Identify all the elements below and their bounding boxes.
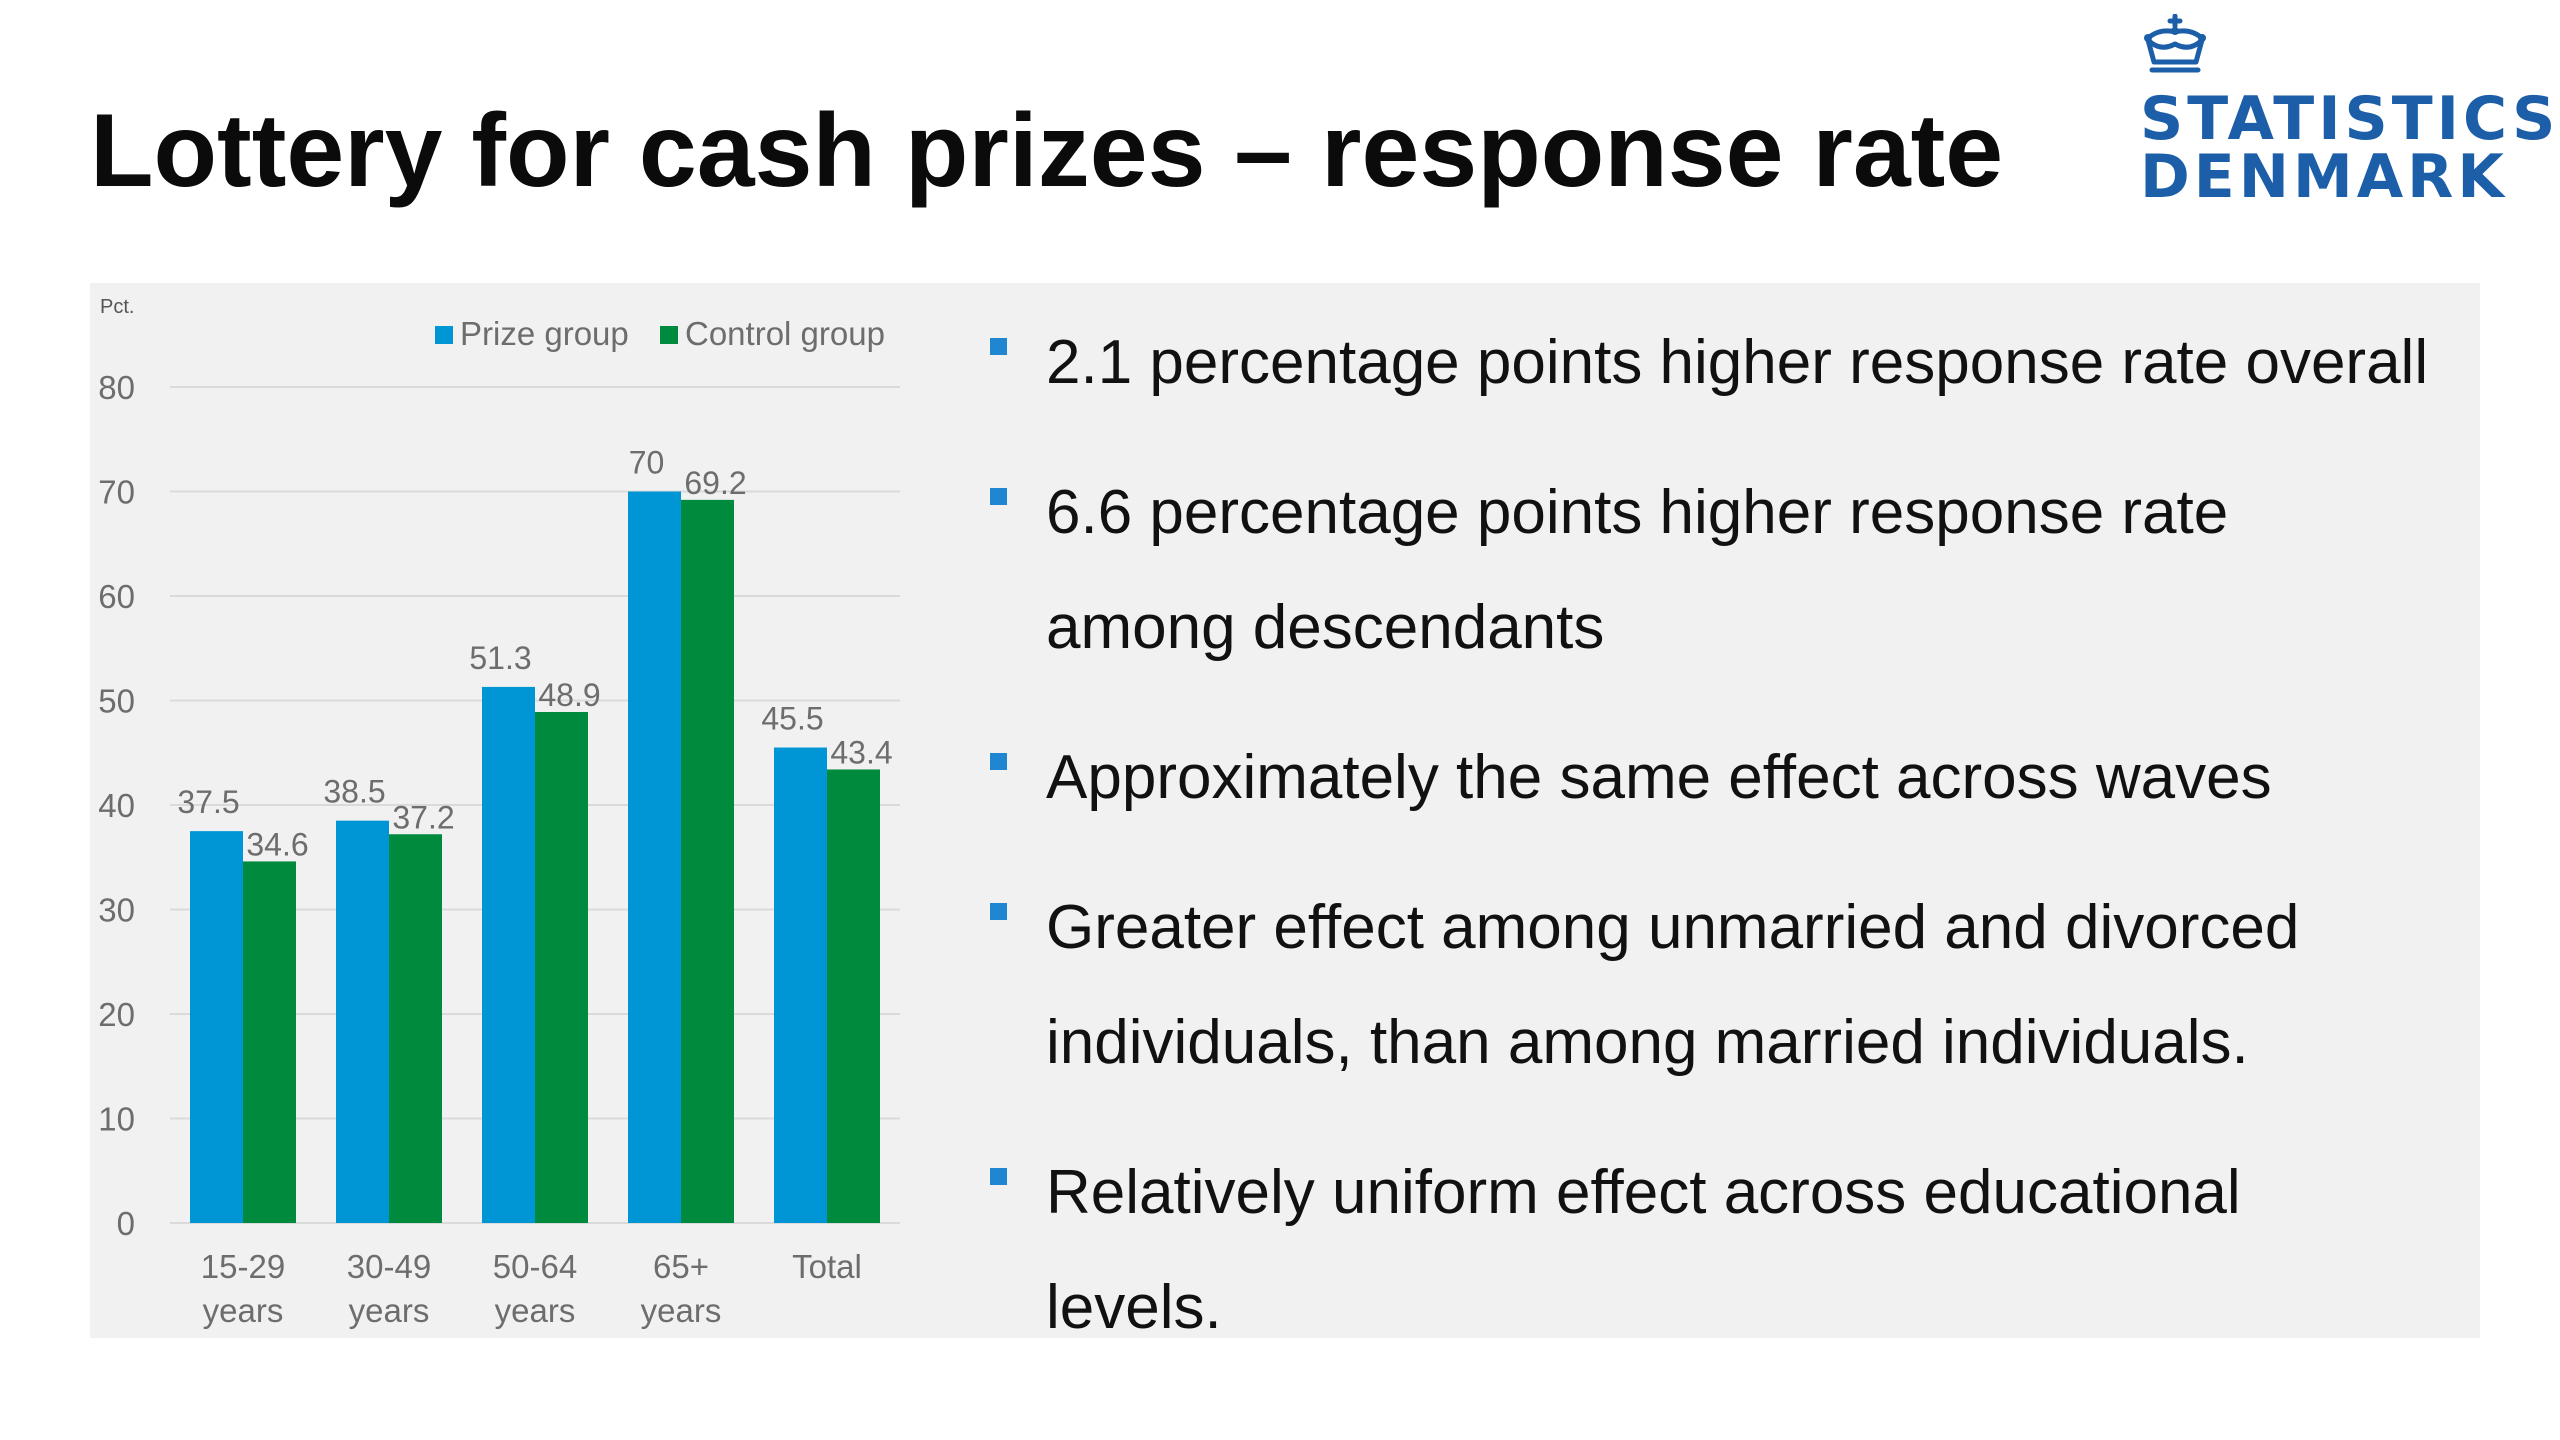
logo-line-1: STATISTICS — [2140, 84, 2560, 154]
y-tick-label: 20 — [98, 996, 135, 1033]
y-tick-label: 60 — [98, 578, 135, 615]
x-category-label: 50-64 — [493, 1248, 577, 1285]
bullet-text: Greater effect among unmarried and divor… — [1046, 893, 2300, 1077]
bullet-text: Approximately the same effect across wav… — [1046, 743, 2272, 812]
statistics-denmark-logo: STATISTICS DENMARK — [2130, 14, 2555, 214]
bullet-item: Greater effect among unmarried and divor… — [990, 870, 2480, 1100]
data-label: 45.5 — [761, 701, 823, 737]
data-label: 43.4 — [830, 734, 892, 770]
bar-prize — [774, 747, 827, 1223]
legend-label: Control group — [685, 315, 885, 352]
x-category-label: years — [495, 1292, 576, 1329]
crown-icon — [2144, 14, 2206, 73]
data-label: 48.9 — [538, 677, 600, 713]
x-category-label: years — [641, 1292, 722, 1329]
bullet-text: 2.1 percentage points higher response ra… — [1046, 328, 2429, 397]
bar-control — [389, 834, 442, 1223]
y-tick-label: 50 — [98, 683, 135, 720]
y-tick-label: 80 — [98, 369, 135, 406]
bullet-item: 2.1 percentage points higher response ra… — [990, 305, 2480, 420]
x-category-label: years — [203, 1292, 284, 1329]
bar-prize — [190, 831, 243, 1223]
data-label: 69.2 — [684, 465, 746, 501]
response-rate-chart: 0 10 20 30 40 50 60 70 80 Pct. 37.5 38.5 51.3 70 45.5 3… — [98, 296, 900, 1329]
legend-label: Prize group — [460, 315, 629, 352]
data-label: 37.5 — [177, 784, 239, 820]
y-tick-label: 40 — [98, 787, 135, 824]
y-tick-label: 70 — [98, 474, 135, 511]
logo-line-2: DENMARK — [2140, 142, 2508, 212]
x-category-label: Total — [792, 1248, 862, 1285]
y-tick-label: 30 — [98, 892, 135, 929]
x-category-label: 15-29 — [201, 1248, 285, 1285]
bar-prize — [628, 491, 681, 1223]
bar-control — [243, 861, 296, 1223]
bullet-text: Relatively uniform effect across educati… — [1046, 1158, 2241, 1342]
bullet-item: Relatively uniform effect across educati… — [990, 1135, 2480, 1365]
data-label: 51.3 — [469, 640, 531, 676]
bullet-square-icon — [990, 488, 1007, 505]
x-category-label: years — [349, 1292, 430, 1329]
bullet-square-icon — [990, 338, 1007, 355]
bar-prize — [482, 686, 535, 1223]
data-label: 38.5 — [323, 774, 385, 810]
y-tick-label: 10 — [98, 1101, 135, 1138]
bullet-item: 6.6 percentage points higher response ra… — [990, 455, 2480, 685]
legend-swatch — [660, 326, 678, 344]
x-category-label: 65+ — [653, 1248, 709, 1285]
y-tick-label: 0 — [117, 1205, 135, 1242]
bar-control — [681, 499, 734, 1223]
bar-prize — [336, 820, 389, 1223]
data-label: 70 — [629, 445, 665, 481]
bar-control — [535, 711, 588, 1223]
data-label: 34.6 — [246, 826, 308, 862]
bullet-square-icon — [990, 903, 1007, 920]
slide-title: Lottery for cash prizes – response rate — [90, 93, 2004, 209]
x-category-label: 30-49 — [347, 1248, 431, 1285]
bullet-square-icon — [990, 753, 1007, 770]
bar-control — [827, 769, 880, 1223]
y-axis-label: Pct. — [100, 296, 134, 318]
data-label: 37.2 — [392, 799, 454, 835]
bullet-square-icon — [990, 1168, 1007, 1185]
legend-swatch — [435, 326, 453, 344]
bullet-list: 2.1 percentage points higher response ra… — [990, 305, 2480, 1365]
bullet-text: 6.6 percentage points higher response ra… — [1046, 478, 2229, 662]
bullet-item: Approximately the same effect across wav… — [990, 720, 2480, 835]
